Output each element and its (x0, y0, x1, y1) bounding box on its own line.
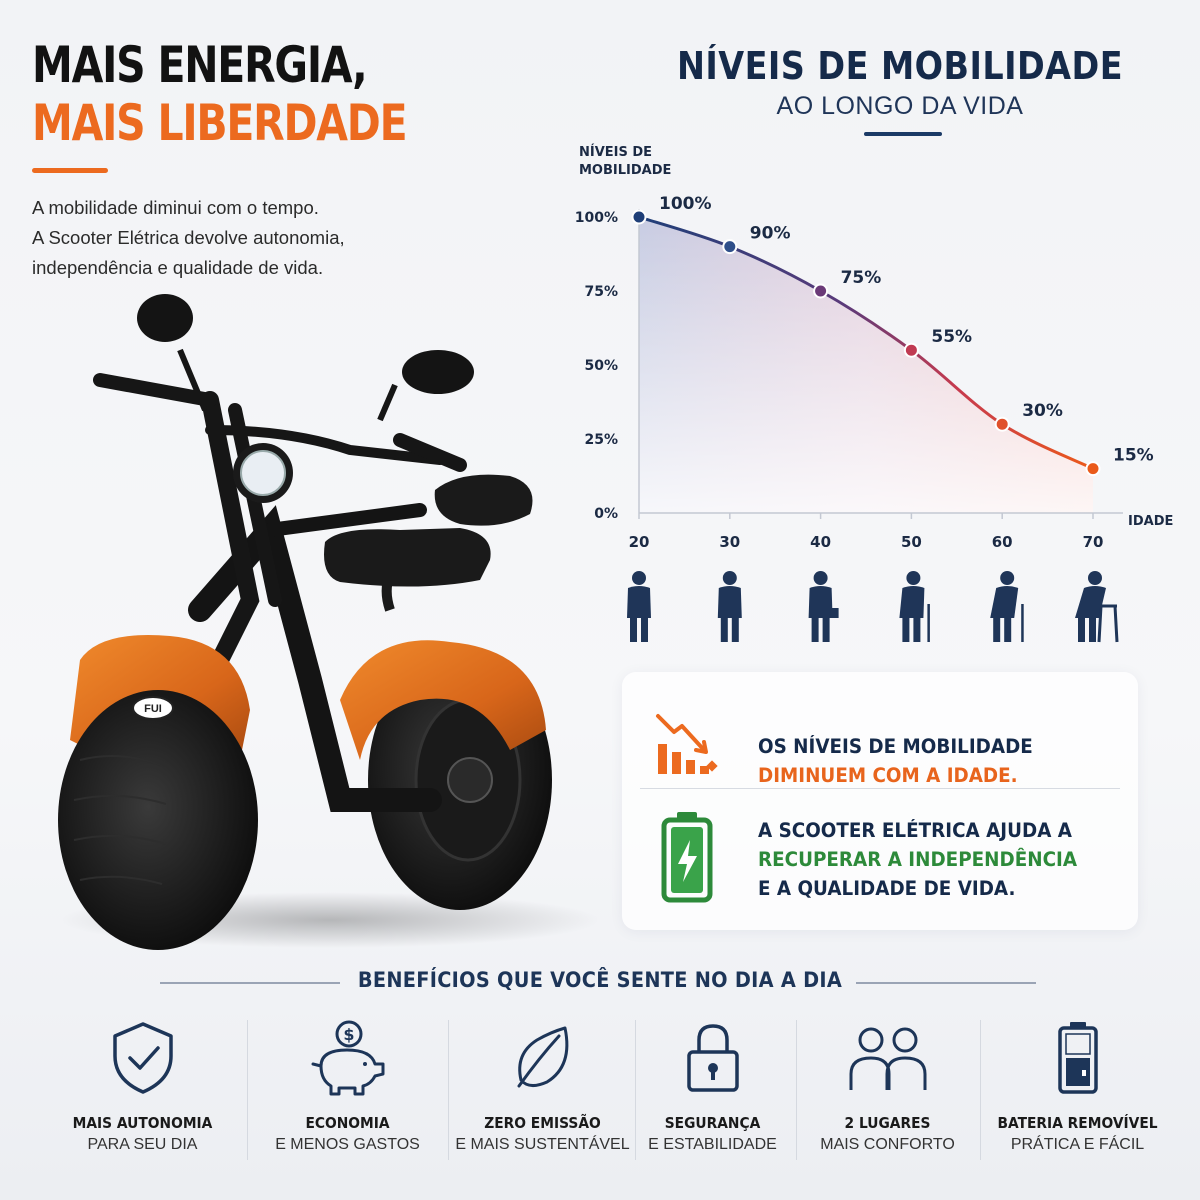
info-card: OS NÍVEIS DE MOBILIDADE DIMINUEM COM A I… (622, 672, 1138, 930)
benefit-divider (247, 1020, 248, 1160)
data-point (813, 283, 829, 299)
benefit-subtitle: PARA SEU DIA (87, 1136, 198, 1153)
benefit-title: BATERIA REMOVÍVEL (997, 1114, 1158, 1132)
benefit-safety: SEGURANÇA E ESTABILIDADE (640, 1018, 785, 1168)
benefit-two-seats: 2 LUGARES MAIS CONFORTO (800, 1018, 975, 1168)
info-scooter-line-2: RECUPERAR A INDEPENDÊNCIA (758, 848, 1078, 871)
benefit-divider (796, 1020, 797, 1160)
mobility-line-chart: NÍVEIS DE MOBILIDADE 0% 25% 50% 75% 100% 20 30… (575, 144, 1173, 643)
data-point (994, 416, 1010, 432)
data-point (722, 239, 738, 255)
data-point (631, 209, 647, 225)
data-label: 75% (841, 268, 882, 288)
benefit-divider (980, 1020, 981, 1160)
y-tick-label: 75% (584, 284, 618, 300)
intro-line: independência e qualidade de vida. (32, 257, 324, 278)
svg-text:$: $ (343, 1025, 354, 1044)
intro-line: A Scooter Elétrica devolve autonomia, (32, 227, 345, 248)
elder-cane-bent-icon (990, 571, 1024, 642)
info-divider (640, 788, 1120, 789)
y-axis-label-line-2: MOBILIDADE (579, 163, 671, 178)
x-tick-label: 70 (1083, 533, 1104, 551)
benefit-economy: $ ECONOMIA E MENOS GASTOS (250, 1018, 445, 1168)
info-decline-line-1: OS NÍVEIS DE MOBILIDADE (758, 735, 1033, 758)
benefit-title: 2 LUGARES (844, 1114, 931, 1132)
battery-icon (1057, 1022, 1098, 1094)
y-tick-label: 25% (584, 432, 618, 448)
y-tick-label: 50% (584, 358, 618, 374)
benefit-subtitle: E MAIS SUSTENTÁVEL (455, 1136, 630, 1153)
data-point (903, 342, 919, 358)
info-scooter-text: A SCOOTER ELÉTRICA AJUDA A RECUPERAR A I… (758, 816, 1077, 903)
shield-check-icon (112, 1022, 173, 1094)
piggy-bank-icon: $ (311, 1020, 384, 1096)
hero-header: MAIS ENERGIA, MAIS LIBERDADE A mobilidad… (32, 36, 452, 283)
benefits-header: BENEFÍCIOS QUE VOCÊ SENTE NO DIA A DIA (0, 968, 1200, 998)
businessman-icon (808, 571, 839, 642)
x-tick-label: 40 (810, 533, 831, 551)
chart-title-underline (864, 132, 942, 136)
data-label: 55% (931, 327, 972, 347)
benefit-subtitle: E ESTABILIDADE (648, 1136, 777, 1153)
data-point (1085, 461, 1101, 477)
benefit-subtitle: MAIS CONFORTO (820, 1136, 955, 1153)
scooter-badge: FUI (144, 703, 162, 715)
benefit-subtitle: PRÁTICA E FÁCIL (1010, 1136, 1145, 1153)
benefit-subtitle: E MENOS GASTOS (275, 1136, 420, 1153)
two-people-icon (849, 1027, 926, 1090)
benefits-rule-right (856, 982, 1036, 984)
x-axis-label: IDADE (1128, 514, 1173, 529)
battery-charging-icon (661, 812, 713, 903)
benefit-divider (635, 1020, 636, 1160)
y-tick-label: 100% (575, 210, 618, 226)
benefits-title: BENEFÍCIOS QUE VOCÊ SENTE NO DIA A DIA (357, 968, 843, 992)
data-label: 90% (750, 224, 791, 244)
electric-scooter-image: FUI (58, 294, 600, 950)
declining-bars-icon (656, 714, 718, 774)
chart-subtitle: AO LONGO DA VIDA (776, 92, 1024, 120)
benefit-title: MAIS AUTONOMIA (72, 1114, 213, 1132)
elder-cane-icon (899, 571, 930, 642)
info-scooter-line-3: E A QUALIDADE DE VIDA. (758, 877, 1016, 900)
y-tick-label: 0% (594, 506, 618, 522)
chart-title: NÍVEIS DE MOBILIDADE (677, 44, 1123, 88)
data-label: 15% (1113, 446, 1154, 466)
info-decline-line-2: DIMINUEM COM A IDADE. (758, 764, 1018, 787)
info-scooter-line-1: A SCOOTER ELÉTRICA AJUDA A (758, 819, 1072, 842)
leaf-icon (517, 1026, 568, 1088)
headline-line-2: MAIS LIBERDADE (32, 94, 408, 152)
benefit-zero-emission: ZERO EMISSÃO E MAIS SUSTENTÁVEL (455, 1018, 630, 1168)
headline-accent-bar (32, 168, 108, 173)
benefit-title: SEGURANÇA (664, 1114, 761, 1132)
benefit-title: ZERO EMISSÃO (484, 1114, 601, 1132)
data-label: 100% (659, 194, 712, 214)
info-row-scooter: A SCOOTER ELÉTRICA AJUDA A RECUPERAR A I… (622, 804, 1138, 924)
benefit-divider (448, 1020, 449, 1160)
intro-line: A mobilidade diminui com o tempo. (32, 197, 319, 218)
data-label: 30% (1022, 401, 1063, 421)
y-axis-label-line-1: NÍVEIS DE (579, 144, 652, 160)
x-tick-label: 30 (719, 533, 740, 551)
chart-area-fade (639, 217, 1093, 513)
benefits-rule-left (160, 982, 340, 984)
intro-text: A mobilidade diminui com o tempo. A Scoo… (32, 193, 452, 283)
elder-walker-icon (1075, 571, 1119, 643)
x-tick-label: 50 (901, 533, 922, 551)
adult-icon (717, 571, 742, 642)
benefit-autonomy: MAIS AUTONOMIA PARA SEU DIA (40, 1018, 245, 1168)
young-adult-icon (627, 571, 651, 642)
padlock-icon (686, 1024, 739, 1092)
x-tick-label: 20 (629, 533, 650, 551)
benefit-title: ECONOMIA (305, 1114, 390, 1132)
headline-line-1: MAIS ENERGIA, (32, 36, 368, 94)
x-tick-label: 60 (992, 533, 1013, 551)
benefit-battery: BATERIA REMOVÍVEL PRÁTICA E FÁCIL (985, 1018, 1170, 1168)
info-decline-text: OS NÍVEIS DE MOBILIDADE DIMINUEM COM A I… (758, 732, 1033, 790)
info-row-decline: OS NÍVEIS DE MOBILIDADE DIMINUEM COM A I… (622, 700, 1138, 800)
